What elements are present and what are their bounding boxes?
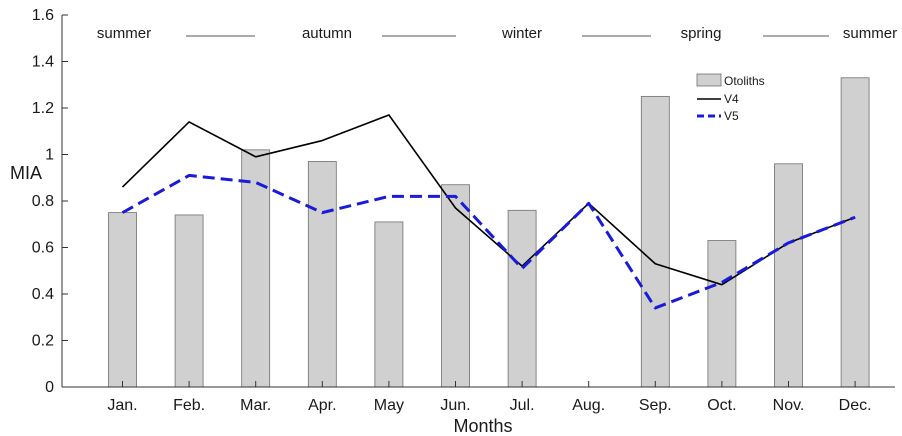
y-tick-label: 1.4 xyxy=(32,54,54,71)
axes: 0 0.2 0.4 0.6 0.8 1 1.2 1.4 1.6 Jan. Feb. Mar. Apr. M… xyxy=(10,7,895,436)
bar-otoliths xyxy=(241,149,271,388)
x-tick-label: Nov. xyxy=(773,397,805,414)
y-tick-label: 1.6 xyxy=(32,7,54,24)
bar-otoliths xyxy=(640,95,670,388)
legend-swatch-otoliths xyxy=(696,73,722,87)
x-tick-label: Jun. xyxy=(440,397,470,414)
x-tick-label: Dec. xyxy=(839,397,872,414)
season-label: summer xyxy=(843,25,897,42)
x-tick-label: Apr. xyxy=(308,397,336,414)
line-v4 xyxy=(121,114,856,286)
x-tick-label: Feb. xyxy=(173,397,205,414)
x-tick-label: Jan. xyxy=(107,397,137,414)
bar-otoliths xyxy=(707,240,737,388)
bar-otoliths xyxy=(840,77,870,388)
y-tick-label: 0.2 xyxy=(32,333,54,350)
season-label: autumn xyxy=(302,25,352,42)
x-tick-label: Jul. xyxy=(510,397,535,414)
y-axis-title: MIA xyxy=(10,163,42,183)
y-tick-label: 0.4 xyxy=(32,286,54,303)
season-label: spring xyxy=(681,25,722,42)
bar-otoliths xyxy=(108,212,137,388)
bar-otoliths xyxy=(507,209,537,388)
y-tick-label: 1.2 xyxy=(32,100,54,117)
season-label: summer xyxy=(97,25,151,42)
line-series xyxy=(121,114,856,310)
bar-otoliths xyxy=(441,184,470,388)
x-axis-title: Months xyxy=(453,416,512,436)
x-tick-label: May xyxy=(374,397,404,414)
season-label: winter xyxy=(501,25,542,42)
y-tick-label: 0 xyxy=(45,379,54,396)
line-v5 xyxy=(121,173,856,310)
y-tick-label: 0.8 xyxy=(32,193,54,210)
bar-otoliths xyxy=(374,221,404,388)
legend-label-v4: V4 xyxy=(724,92,739,106)
bar-series xyxy=(108,77,870,388)
bar-otoliths xyxy=(774,163,803,388)
legend-label-v5: V5 xyxy=(724,109,739,123)
bar-otoliths xyxy=(307,161,337,388)
y-tick-label: 0.6 xyxy=(32,240,54,257)
season-annotations: summer autumn winter spring summer xyxy=(97,25,897,42)
y-tick-label: 1 xyxy=(45,147,54,164)
x-tick-label: Mar. xyxy=(240,397,271,414)
bar-otoliths xyxy=(174,214,204,388)
x-tick-label: Aug. xyxy=(572,397,605,414)
x-tick-label: Oct. xyxy=(707,397,736,414)
legend-label-otoliths: Otoliths xyxy=(724,74,765,88)
legend: Otoliths V4 V5 xyxy=(696,73,765,123)
x-tick-label: Sep. xyxy=(639,397,672,414)
